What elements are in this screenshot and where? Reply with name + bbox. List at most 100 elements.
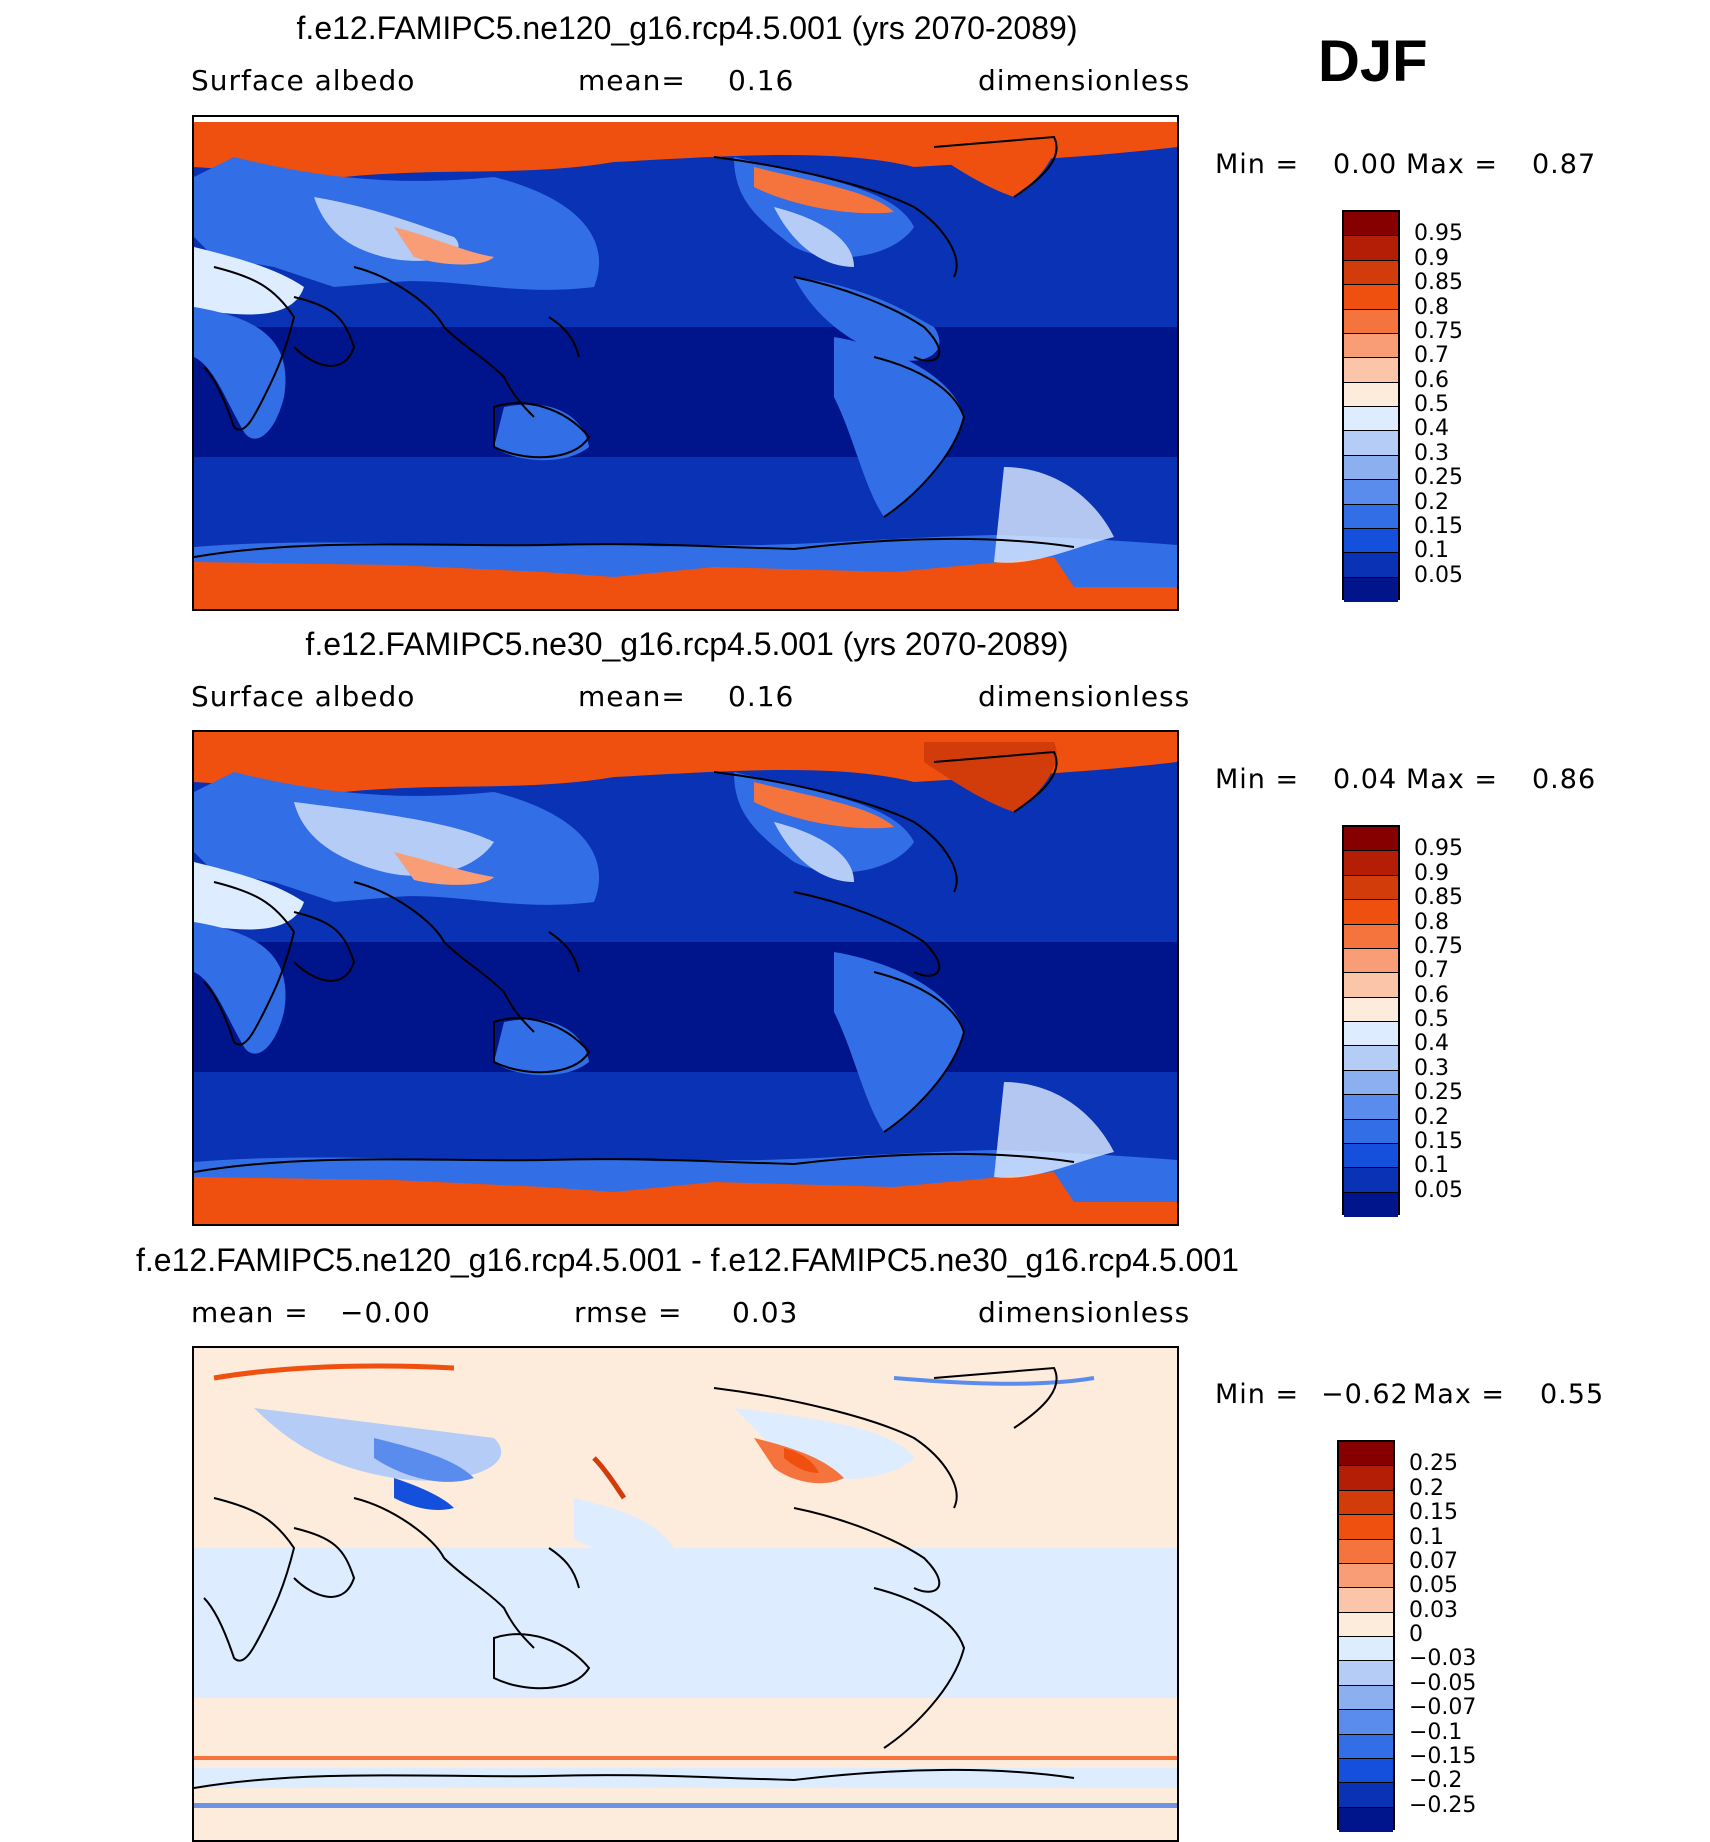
- colorbar-tick-label: 0.2: [1414, 489, 1449, 515]
- colorbar-swatch: [1339, 1710, 1393, 1735]
- colorbar-swatch: [1344, 358, 1398, 383]
- season-label: DJF: [1318, 29, 1428, 94]
- colorbar-tick-label: 0.9: [1414, 860, 1449, 886]
- panel-1-max-label: Max =: [1406, 149, 1499, 180]
- colorbar-tick-label: 0.85: [1414, 885, 1463, 911]
- colorbar-swatch: [1344, 1143, 1398, 1169]
- colorbar-swatch: [1344, 900, 1398, 925]
- colorbar-swatch: [1344, 1192, 1398, 1217]
- colorbar-swatch: [1344, 431, 1398, 456]
- colorbar-swatch: [1344, 1095, 1398, 1120]
- colorbar-swatch: [1344, 577, 1398, 602]
- colorbar-tick-label: 0.5: [1414, 1007, 1449, 1032]
- panel-1-min-label: Min =: [1215, 149, 1300, 180]
- colorbar-swatch: [1344, 236, 1398, 261]
- colorbar-tick-label: −0.07: [1409, 1695, 1477, 1721]
- colorbar-tick-label: 0.6: [1414, 367, 1449, 393]
- colorbar-tick-label: 0.2: [1409, 1475, 1444, 1501]
- panel-1-max-value: 0.87: [1532, 149, 1597, 180]
- colorbar-tick-label: 0.15: [1414, 513, 1463, 539]
- panel-1-mean-label: mean=: [578, 64, 686, 97]
- colorbar-tick-label: 0.8: [1414, 294, 1449, 320]
- colorbar-swatch: [1344, 285, 1398, 310]
- colorbar-swatch: [1339, 1466, 1393, 1491]
- colorbar-tick-label: 0.2: [1414, 1104, 1449, 1130]
- colorbar-swatch: [1344, 1046, 1398, 1071]
- colorbar-swatch: [1344, 455, 1398, 481]
- panel-3-colorbar: [1337, 1440, 1395, 1832]
- colorbar-swatch: [1339, 1685, 1393, 1711]
- panel-3-rmse-value: 0.03: [732, 1296, 799, 1329]
- colorbar-tick-label: 0.1: [1414, 1153, 1449, 1179]
- panel-1-variable-label: Surface albedo: [191, 64, 416, 97]
- panel-3-min-label: Min =: [1215, 1379, 1300, 1410]
- panel-1-mean-value: 0.16: [728, 64, 795, 97]
- colorbar-swatch: [1344, 212, 1398, 237]
- panel-2-mean-value: 0.16: [728, 680, 795, 713]
- colorbar-swatch: [1344, 382, 1398, 407]
- colorbar-swatch: [1339, 1563, 1393, 1589]
- colorbar-swatch: [1339, 1612, 1393, 1637]
- colorbar-tick-label: 0.1: [1409, 1524, 1444, 1550]
- colorbar-swatch: [1344, 333, 1398, 359]
- colorbar-swatch: [1339, 1758, 1393, 1784]
- colorbar-swatch: [1339, 1807, 1393, 1832]
- colorbar-tick-label: 0: [1409, 1622, 1423, 1647]
- panel-1-map: [192, 115, 1179, 611]
- panel-2-map-svg: [194, 732, 1177, 1224]
- colorbar-swatch: [1344, 480, 1398, 505]
- panel-1-title: f.e12.FAMIPC5.ne120_g16.rcp4.5.001 (yrs …: [296, 10, 1078, 46]
- colorbar-swatch: [1344, 924, 1398, 949]
- colorbar-swatch: [1344, 875, 1398, 901]
- colorbar-swatch: [1344, 553, 1398, 578]
- colorbar-swatch: [1344, 1119, 1398, 1144]
- panel-2-title: f.e12.FAMIPC5.ne30_g16.rcp4.5.001 (yrs 2…: [305, 626, 1069, 662]
- colorbar-tick-label: 0.3: [1414, 1055, 1449, 1081]
- colorbar-tick-label: 0.85: [1414, 270, 1463, 296]
- colorbar-tick-label: 0.1: [1414, 538, 1449, 564]
- panel-3-mean-value: −0.00: [340, 1296, 431, 1329]
- panel-1-min-value: 0.00: [1333, 149, 1398, 180]
- panel-2-max-value: 0.86: [1532, 764, 1597, 795]
- colorbar-tick-label: −0.2: [1409, 1768, 1463, 1794]
- colorbar-swatch: [1339, 1588, 1393, 1613]
- panel-3-max-value: 0.55: [1540, 1379, 1605, 1410]
- colorbar-tick-label: 0.95: [1414, 836, 1463, 862]
- colorbar-tick-label: 0.75: [1414, 318, 1463, 344]
- colorbar-tick-label: −0.05: [1409, 1670, 1477, 1696]
- panel-2-max-label: Max =: [1406, 764, 1499, 795]
- colorbar-swatch: [1344, 504, 1398, 529]
- colorbar-swatch: [1344, 851, 1398, 876]
- colorbar-swatch: [1339, 1539, 1393, 1564]
- colorbar-swatch: [1339, 1783, 1393, 1808]
- colorbar-swatch: [1344, 260, 1398, 286]
- panel-2-map: [192, 730, 1179, 1226]
- colorbar-swatch: [1344, 309, 1398, 334]
- colorbar-tick-label: 0.07: [1409, 1548, 1458, 1574]
- colorbar-swatch: [1344, 1168, 1398, 1193]
- panel-3-title: f.e12.FAMIPC5.ne120_g16.rcp4.5.001 - f.e…: [136, 1242, 1239, 1278]
- colorbar-tick-label: 0.7: [1414, 343, 1449, 369]
- colorbar-tick-label: 0.25: [1414, 1080, 1463, 1106]
- colorbar-tick-label: 0.03: [1409, 1597, 1458, 1623]
- colorbar-tick-label: 0.05: [1414, 562, 1463, 588]
- colorbar-tick-label: 0.95: [1414, 221, 1463, 247]
- colorbar-tick-label: 0.7: [1414, 958, 1449, 984]
- colorbar-tick-label: −0.15: [1409, 1743, 1477, 1769]
- panel-3-map-svg: [194, 1348, 1177, 1840]
- colorbar-swatch: [1339, 1734, 1393, 1759]
- panel-3-map: [192, 1346, 1179, 1842]
- colorbar-swatch: [1344, 973, 1398, 998]
- colorbar-tick-label: 0.9: [1414, 245, 1449, 271]
- panel-2-colorbar: [1342, 825, 1400, 1217]
- panel-3-mean-label: mean =: [191, 1296, 309, 1329]
- colorbar-tick-label: 0.8: [1414, 909, 1449, 935]
- colorbar-tick-label: 0.75: [1414, 933, 1463, 959]
- colorbar-tick-label: 0.5: [1414, 392, 1449, 417]
- colorbar-swatch: [1344, 407, 1398, 432]
- panel-3-min-value: −0.62: [1321, 1379, 1409, 1410]
- panel-1-colorbar: [1342, 210, 1400, 602]
- colorbar-swatch: [1339, 1515, 1393, 1540]
- colorbar-tick-label: −0.25: [1409, 1792, 1477, 1818]
- colorbar-tick-label: 0.4: [1414, 416, 1449, 442]
